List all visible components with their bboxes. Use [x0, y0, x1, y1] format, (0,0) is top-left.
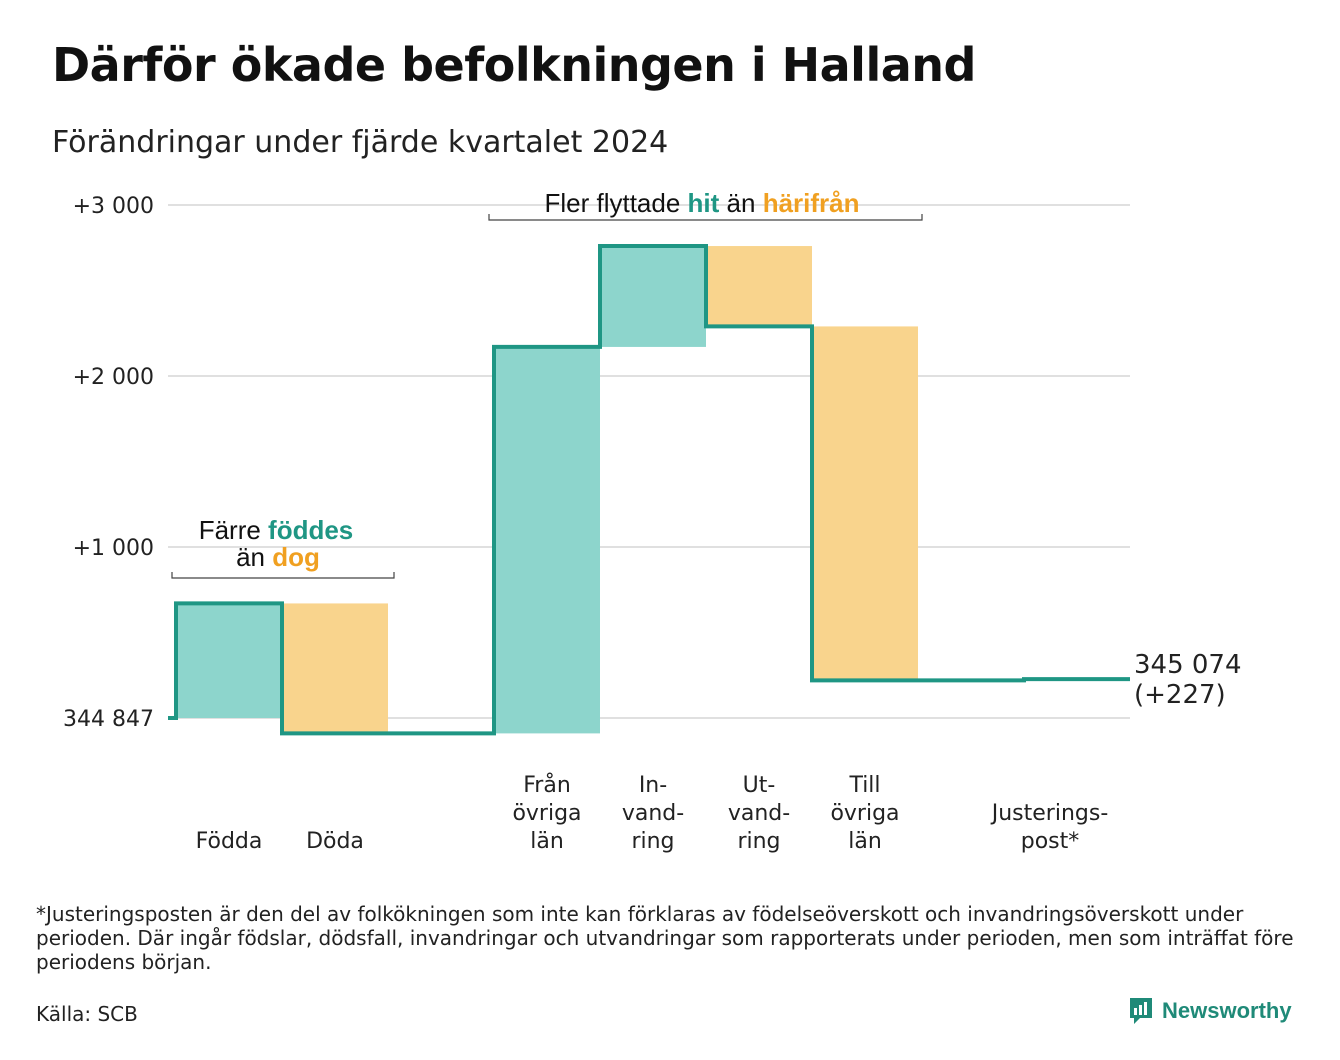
- category-label: Justerings-: [990, 801, 1109, 826]
- end-change-label: (+227): [1134, 680, 1226, 710]
- category-label: post*: [1021, 829, 1080, 854]
- category-label: övriga: [830, 801, 899, 826]
- annotation-text: än: [236, 542, 272, 572]
- category-label: övriga: [512, 801, 581, 826]
- annotation-births-line1: Färre föddes: [199, 515, 354, 545]
- category-label: In-: [639, 773, 667, 798]
- category-label: Ut-: [743, 773, 776, 798]
- annotation-in-word: hit: [688, 188, 720, 218]
- annotation-out-word: härifrån: [763, 188, 860, 218]
- outflow-bar: [282, 603, 388, 734]
- chart-subtitle: Förändringar under fjärde kvartalet 2024: [52, 125, 669, 160]
- category-label: Till: [848, 773, 880, 798]
- footnote: *Justeringsposten är den del av folkökni…: [36, 902, 1294, 974]
- annotation-in-word: föddes: [268, 515, 353, 545]
- category-label: län: [848, 829, 882, 854]
- newsworthy-logo-icon: [1130, 998, 1152, 1024]
- annotation-bracket-births: [171, 572, 395, 579]
- inflow-bar: [494, 346, 600, 734]
- category-label: ring: [631, 829, 674, 854]
- brand: Newsworthy: [1128, 996, 1292, 1026]
- category-label: län: [530, 829, 564, 854]
- category-label: Från: [523, 772, 571, 798]
- annotation-text: Fler flyttade: [544, 188, 687, 218]
- inflow-bar: [600, 246, 706, 347]
- annotation-text: Färre: [199, 515, 268, 545]
- source-label: Källa: SCB: [36, 1002, 138, 1026]
- annotation-bracket-migration: [488, 214, 923, 221]
- y-tick-label: +2 000: [73, 365, 154, 390]
- y-tick-label: 344 847: [63, 707, 154, 732]
- brand-name: Newsworthy: [1162, 998, 1292, 1023]
- y-tick-label: +1 000: [73, 536, 154, 561]
- annotation-births-line2: än dog: [236, 542, 320, 572]
- annotation-migration: Fler flyttade hit än härifrån: [544, 188, 859, 218]
- end-value-label: 345 074: [1134, 650, 1242, 680]
- cumulative-step-line: [168, 244, 1130, 736]
- category-label: ring: [737, 829, 780, 854]
- category-label: Födda: [196, 829, 263, 854]
- annotation-out-word: dog: [272, 542, 320, 572]
- outflow-bar: [706, 246, 812, 327]
- y-tick-label: +3 000: [73, 194, 154, 219]
- chart-title: Därför ökade befolkningen i Halland: [52, 38, 976, 92]
- annotation-text: än: [719, 188, 762, 218]
- inflow-bar: [176, 603, 282, 718]
- category-label: Döda: [306, 829, 364, 854]
- category-label: vand-: [728, 801, 790, 826]
- waterfall-chart: 344 847 +1 000 +2 000 +3 000 Födda Döda Från öv…: [63, 188, 1242, 854]
- outflow-bar: [812, 326, 918, 681]
- category-label: vand-: [622, 801, 684, 826]
